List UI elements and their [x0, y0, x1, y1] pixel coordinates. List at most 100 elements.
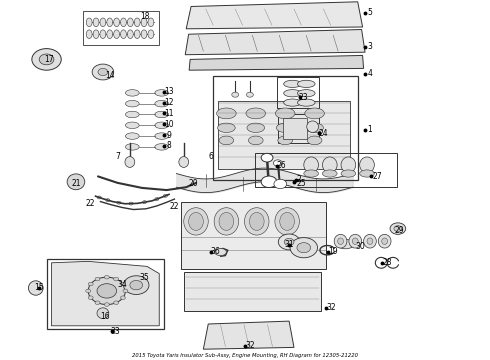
Text: 22: 22 — [86, 199, 96, 208]
Circle shape — [284, 238, 294, 246]
Ellipse shape — [107, 30, 113, 39]
Bar — [255, 153, 397, 187]
Bar — [283, 118, 307, 139]
Text: 21: 21 — [71, 179, 81, 188]
Ellipse shape — [214, 208, 239, 235]
Ellipse shape — [218, 123, 235, 132]
Ellipse shape — [184, 208, 208, 235]
Text: 32: 32 — [326, 303, 336, 312]
Ellipse shape — [155, 100, 169, 107]
Polygon shape — [185, 30, 365, 55]
Text: 8: 8 — [167, 141, 172, 150]
Text: 17: 17 — [44, 55, 54, 64]
Text: 34: 34 — [118, 280, 127, 289]
Circle shape — [39, 54, 54, 65]
Ellipse shape — [155, 122, 169, 129]
Text: 3: 3 — [368, 42, 372, 51]
Text: 19: 19 — [328, 247, 338, 256]
Ellipse shape — [125, 90, 139, 96]
Ellipse shape — [337, 239, 354, 249]
Circle shape — [92, 64, 114, 80]
Circle shape — [88, 282, 93, 286]
Ellipse shape — [360, 157, 374, 173]
Ellipse shape — [245, 208, 269, 235]
Ellipse shape — [307, 121, 318, 132]
Polygon shape — [186, 2, 363, 29]
Ellipse shape — [284, 99, 301, 106]
Circle shape — [98, 68, 108, 76]
Ellipse shape — [125, 157, 135, 167]
Ellipse shape — [114, 30, 120, 39]
Text: 7: 7 — [115, 152, 120, 161]
Circle shape — [273, 160, 282, 166]
Text: 25: 25 — [296, 179, 306, 188]
Ellipse shape — [127, 18, 133, 27]
Ellipse shape — [307, 136, 322, 145]
Circle shape — [390, 223, 406, 234]
Bar — [184, 272, 321, 311]
Circle shape — [274, 179, 287, 189]
Ellipse shape — [249, 212, 264, 230]
Circle shape — [290, 238, 318, 258]
Circle shape — [95, 277, 100, 281]
Ellipse shape — [305, 108, 324, 119]
Ellipse shape — [148, 30, 154, 39]
Polygon shape — [51, 261, 159, 326]
Ellipse shape — [378, 234, 391, 248]
Circle shape — [114, 301, 119, 305]
Ellipse shape — [349, 234, 362, 248]
Text: 26: 26 — [277, 161, 287, 170]
Ellipse shape — [93, 18, 99, 27]
Text: 29: 29 — [394, 226, 404, 235]
Text: 1: 1 — [368, 125, 372, 134]
Ellipse shape — [179, 157, 189, 167]
Circle shape — [130, 280, 143, 290]
Text: 12: 12 — [164, 98, 174, 107]
Text: 13: 13 — [164, 87, 174, 96]
Ellipse shape — [125, 111, 139, 118]
Ellipse shape — [155, 111, 169, 118]
Text: 10: 10 — [164, 120, 174, 129]
Ellipse shape — [280, 212, 294, 230]
Ellipse shape — [121, 30, 126, 39]
Ellipse shape — [278, 136, 293, 145]
Text: 27: 27 — [372, 172, 382, 181]
Ellipse shape — [107, 18, 113, 27]
Bar — [278, 114, 319, 143]
Text: 30: 30 — [355, 242, 365, 251]
Circle shape — [97, 284, 117, 298]
Ellipse shape — [141, 18, 147, 27]
Text: 24: 24 — [318, 129, 328, 138]
Polygon shape — [203, 321, 294, 349]
Ellipse shape — [341, 157, 356, 173]
Circle shape — [88, 296, 93, 300]
Ellipse shape — [246, 108, 266, 119]
Circle shape — [121, 282, 125, 286]
Ellipse shape — [125, 133, 139, 139]
Ellipse shape — [134, 18, 140, 27]
Bar — [83, 11, 159, 45]
Ellipse shape — [125, 100, 139, 107]
Text: 15: 15 — [34, 284, 44, 292]
Ellipse shape — [121, 18, 126, 27]
Ellipse shape — [125, 122, 139, 129]
Ellipse shape — [247, 123, 265, 132]
Text: 6: 6 — [208, 152, 213, 161]
Circle shape — [246, 92, 253, 97]
Ellipse shape — [304, 170, 318, 177]
Circle shape — [88, 277, 125, 305]
Circle shape — [121, 296, 125, 300]
Circle shape — [123, 276, 149, 294]
Circle shape — [114, 277, 119, 281]
Ellipse shape — [100, 18, 106, 27]
Ellipse shape — [322, 157, 337, 173]
Ellipse shape — [367, 238, 373, 244]
Ellipse shape — [338, 238, 343, 244]
Ellipse shape — [297, 90, 315, 97]
Ellipse shape — [248, 136, 263, 145]
Text: 36: 36 — [211, 247, 220, 256]
Text: 32: 32 — [245, 341, 255, 350]
Ellipse shape — [86, 18, 92, 27]
Bar — [218, 101, 350, 169]
Text: 4: 4 — [368, 69, 372, 78]
